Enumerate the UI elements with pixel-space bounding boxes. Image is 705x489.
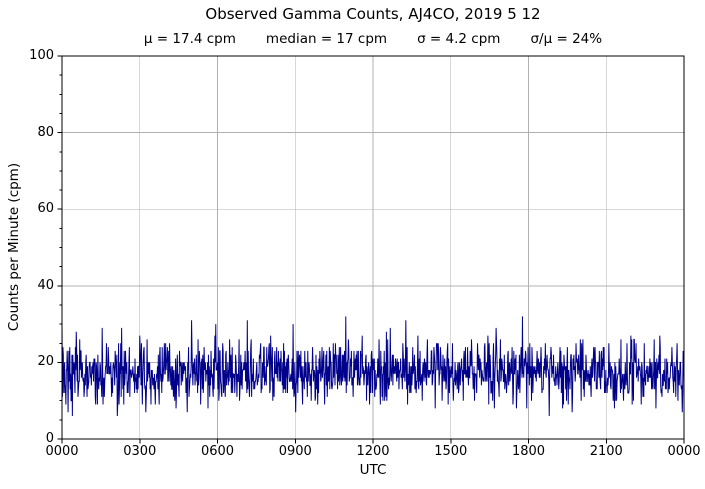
- x-tick-label: 0300: [123, 444, 157, 459]
- x-tick-label: 2100: [589, 444, 623, 459]
- x-tick-label: 1500: [434, 444, 468, 459]
- y-tick-label: 60: [37, 201, 54, 217]
- data-series-line: [61, 316, 685, 417]
- x-tick-label: 0900: [278, 444, 312, 459]
- x-axis-label: UTC: [359, 462, 387, 478]
- chart-title: Observed Gamma Counts, AJ4CO, 2019 5 12: [205, 5, 541, 23]
- y-tick-label: 100: [29, 48, 54, 63]
- chart-subtitle: μ = 17.4 cpm median = 17 cpm σ = 4.2 cpm…: [143, 31, 603, 47]
- x-tick-label: 0600: [200, 444, 235, 459]
- x-tick-label: 0000: [45, 444, 79, 459]
- x-tick-label: 1800: [511, 444, 546, 459]
- x-tick-label: 0000: [667, 444, 701, 459]
- y-tick-label: 40: [37, 277, 54, 293]
- y-tick-label: 80: [37, 124, 54, 140]
- axis-ticks: [57, 55, 685, 444]
- y-tick-label: 0: [45, 431, 54, 446]
- x-tick-label: 1200: [356, 444, 390, 459]
- y-tick-label: 20: [37, 354, 54, 370]
